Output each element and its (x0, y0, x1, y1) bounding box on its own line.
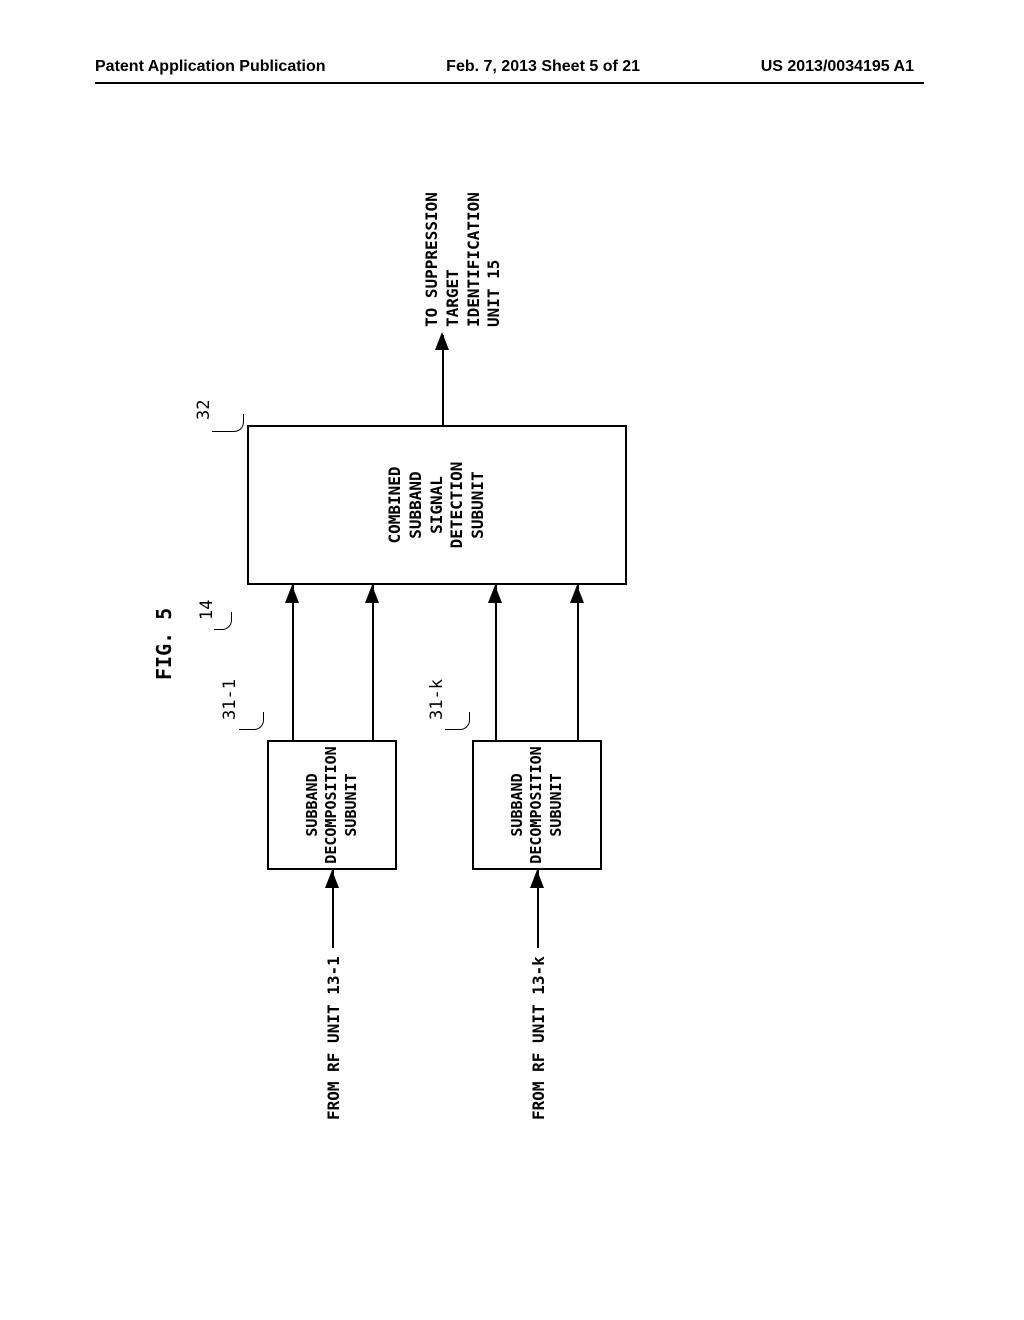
arrow-mid-4-head (570, 585, 584, 603)
arrow-mid-3-head (488, 585, 502, 603)
arrow-mid-2-head (365, 585, 379, 603)
arrow-input-1-head (325, 870, 339, 888)
ref-label-32: 32 (194, 400, 214, 420)
input-label-1: FROM RF UNIT 13-1 (324, 956, 343, 1120)
subband-decomposition-box-1: SUBBAND DECOMPOSITION SUBUNIT (267, 740, 397, 870)
combined-detection-box: COMBINED SUBBAND SIGNAL DETECTION SUBUNI… (247, 425, 627, 585)
figure-label: FIG. 5 (152, 608, 176, 680)
ref-leader-32 (212, 414, 244, 432)
header-divider (95, 82, 924, 84)
subband-box-1-label: SUBBAND DECOMPOSITION SUBUNIT (303, 746, 362, 863)
arrow-input-2-head (530, 870, 544, 888)
subband-decomposition-box-2: SUBBAND DECOMPOSITION SUBUNIT (472, 740, 602, 870)
header-left: Patent Application Publication (95, 58, 326, 76)
arrow-output-head (435, 332, 449, 350)
header-center: Feb. 7, 2013 Sheet 5 of 21 (446, 58, 640, 76)
main-ref-leader (214, 612, 232, 630)
ref-label-31-1: 31-1 (220, 679, 240, 720)
output-label: TO SUPPRESSION TARGET IDENTIFICATION UNI… (422, 160, 505, 327)
arrow-mid-2 (372, 585, 374, 740)
arrow-mid-4 (577, 585, 579, 740)
arrow-mid-1 (292, 585, 294, 740)
combined-box-label: COMBINED SUBBAND SIGNAL DETECTION SUBUNI… (385, 462, 489, 549)
header-right: US 2013/0034195 A1 (761, 58, 914, 76)
diagram: FIG. 5 14 31-1 31-k 32 SUBBAND DECOMPOSI… (162, 160, 862, 1160)
subband-box-2-label: SUBBAND DECOMPOSITION SUBUNIT (508, 746, 567, 863)
arrow-mid-3 (495, 585, 497, 740)
ref-leader-31-k (445, 712, 470, 730)
ref-label-31-k: 31-k (427, 679, 447, 720)
arrow-mid-1-head (285, 585, 299, 603)
input-label-2: FROM RF UNIT 13-k (529, 956, 548, 1120)
ref-leader-31-1 (239, 712, 264, 730)
